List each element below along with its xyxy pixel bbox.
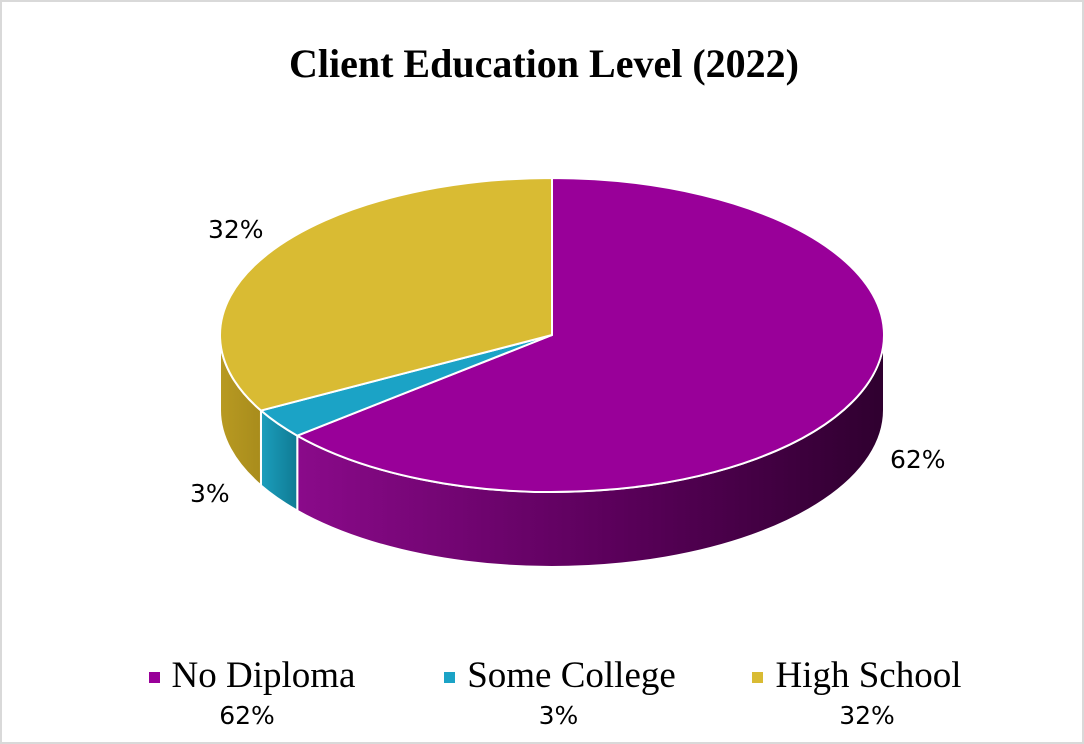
- legend-item-high-school: High School 32%: [737, 654, 977, 730]
- legend-label-no-diploma: No Diploma: [171, 655, 356, 696]
- legend-item-some-college: Some College 3%: [420, 654, 700, 730]
- legend-label-some-college: Some College: [467, 655, 676, 696]
- legend: No Diploma 62% Some College 3% High Scho…: [2, 654, 1084, 744]
- pie-label-layer: 62% 3% 32%: [190, 215, 946, 508]
- legend-value-some-college: 3%: [538, 701, 579, 730]
- legend-value-high-school: 32%: [839, 701, 895, 730]
- pie-chart: 62% 3% 32%: [190, 177, 946, 568]
- pie-slice-high-school: [219, 177, 553, 412]
- pie-top-layer: [219, 177, 885, 493]
- data-label-high-school: 32%: [208, 215, 264, 244]
- data-label-some-college: 3%: [190, 479, 230, 508]
- legend-swatch-high-school: [752, 672, 764, 683]
- legend-swatch-some-college: [444, 672, 456, 683]
- data-label-no-diploma: 62%: [890, 445, 946, 474]
- legend-value-no-diploma: 62%: [219, 701, 275, 730]
- legend-swatch-no-diploma: [148, 672, 160, 683]
- legend-label-high-school: High School: [775, 655, 962, 696]
- legend-item-no-diploma: No Diploma 62%: [132, 654, 372, 730]
- pie-slice-no-diploma: [296, 177, 885, 493]
- chart-title: Client Education Level (2022): [289, 41, 799, 86]
